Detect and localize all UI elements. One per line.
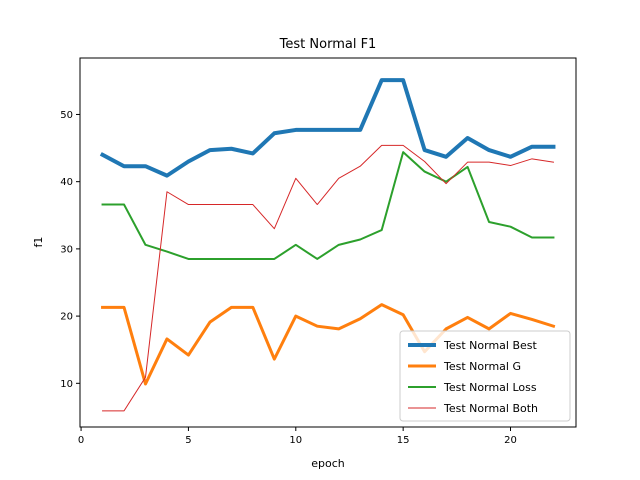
series-layer bbox=[99, 78, 556, 412]
plot-frame bbox=[79, 57, 577, 428]
x-tick-label: 0 bbox=[78, 435, 84, 446]
y-tick-label: 20 bbox=[60, 312, 73, 323]
series-line-3 bbox=[101, 151, 555, 260]
x-tick-label: 20 bbox=[504, 435, 517, 446]
x-tick-label: 5 bbox=[185, 435, 191, 446]
legend-label: Test Normal Both bbox=[443, 402, 538, 415]
series-line-1 bbox=[99, 78, 556, 178]
legend-label: Test Normal Best bbox=[443, 339, 537, 352]
y-axis-label: f1 bbox=[32, 237, 45, 248]
series-line-2 bbox=[101, 303, 556, 386]
legend: Test Normal Best Test Normal G Test Normal… bbox=[399, 330, 571, 422]
legend-box bbox=[399, 330, 571, 422]
legend-label: Test Normal Loss bbox=[443, 381, 537, 394]
y-axis-ticks: 10 20 30 40 50 bbox=[60, 110, 80, 390]
x-tick-label: 15 bbox=[397, 435, 410, 446]
y-tick-label: 10 bbox=[60, 379, 73, 390]
series-line-4 bbox=[102, 144, 555, 412]
y-tick-label: 40 bbox=[60, 177, 73, 188]
legend-label: Test Normal G bbox=[443, 360, 521, 373]
x-axis-label: epoch bbox=[311, 457, 345, 470]
y-tick-label: 50 bbox=[60, 110, 73, 121]
chart-title: Test Normal F1 bbox=[279, 37, 377, 52]
x-tick-label: 10 bbox=[289, 435, 302, 446]
x-axis-ticks: 0 5 10 15 20 bbox=[78, 427, 517, 446]
y-tick-label: 30 bbox=[60, 244, 73, 255]
